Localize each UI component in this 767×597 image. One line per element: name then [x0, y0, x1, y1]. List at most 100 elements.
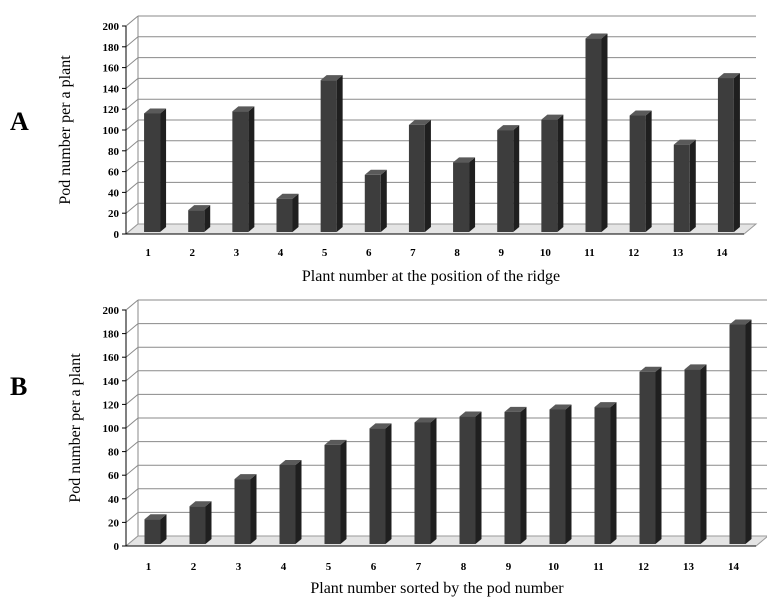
gridline-connector — [125, 488, 139, 500]
bar-front — [408, 124, 425, 232]
bar-front — [144, 519, 161, 544]
panel-letter: A — [10, 107, 29, 136]
bar — [232, 106, 255, 232]
bar-front — [639, 371, 656, 544]
bar-side — [204, 205, 211, 232]
bar-front — [189, 506, 206, 544]
bar-front — [497, 130, 514, 232]
bar — [673, 139, 696, 232]
bar-top — [279, 459, 302, 465]
y-tick-label: 100 — [103, 423, 120, 435]
bar-side — [520, 406, 527, 544]
bar-top — [594, 402, 617, 408]
gridline-connector — [125, 370, 139, 382]
bar-side — [380, 169, 387, 232]
bar — [504, 406, 527, 544]
y-tick-label: 200 — [103, 305, 120, 317]
gridline-connector — [125, 98, 139, 110]
gridline-connector — [125, 441, 139, 452]
bar-side — [160, 514, 167, 544]
bar — [639, 366, 662, 544]
chart-floor — [124, 535, 767, 547]
y-tick-label: 60 — [108, 470, 120, 482]
bar-top — [549, 404, 572, 410]
bar-side — [160, 108, 167, 232]
bar-top — [369, 423, 392, 429]
gridline-connector — [125, 512, 139, 523]
bar-top — [504, 406, 527, 412]
bar-front — [453, 162, 470, 232]
bar — [414, 417, 437, 544]
x-tick-label: 3 — [236, 561, 242, 573]
y-tick-label: 160 — [103, 63, 120, 75]
bar — [189, 501, 212, 544]
y-tick-label: 20 — [108, 517, 120, 529]
bar — [453, 157, 476, 232]
bar-top — [453, 157, 476, 163]
x-tick-label: 10 — [540, 247, 552, 259]
bar-front — [585, 38, 602, 233]
bar — [408, 119, 431, 232]
gridline-connector — [125, 464, 139, 476]
bar-top — [541, 114, 564, 120]
bar-front — [232, 111, 249, 232]
bar-side — [689, 139, 696, 232]
bar — [276, 193, 299, 232]
y-tick-label: 40 — [108, 187, 120, 199]
bar — [541, 114, 564, 232]
bar-side — [205, 501, 212, 544]
y-axis-title: Pod number per a plant — [67, 353, 84, 503]
x-tick-label: 6 — [366, 247, 372, 259]
bar-side — [745, 319, 752, 544]
y-tick-label: 100 — [103, 125, 120, 137]
x-tick-label: 8 — [461, 561, 467, 573]
bar-side — [601, 33, 608, 233]
bar-top — [232, 106, 255, 112]
x-axis-title: Plant number sorted by the pod number — [310, 580, 564, 597]
x-tick-label: 2 — [191, 561, 197, 573]
y-tick-label: 80 — [108, 146, 120, 158]
bar-top — [729, 319, 752, 325]
bar-top — [684, 364, 707, 370]
x-tick-label: 7 — [416, 561, 422, 573]
bar — [144, 108, 167, 232]
bar-side — [557, 114, 564, 232]
bar-front — [320, 80, 337, 232]
bar-top — [234, 474, 257, 480]
x-axis-title: Plant number at the position of the ridg… — [302, 268, 560, 285]
bar-side — [430, 417, 437, 544]
panel-letter: B — [10, 372, 27, 401]
bar — [364, 169, 387, 232]
x-tick-label: 13 — [683, 561, 695, 573]
bar-side — [475, 411, 482, 544]
bar-top — [639, 366, 662, 372]
bar-top — [629, 110, 652, 116]
bar — [459, 411, 482, 544]
bar-top — [189, 501, 212, 507]
x-tick-label: 12 — [628, 247, 640, 259]
x-tick-label: 14 — [728, 561, 740, 573]
bar-front — [279, 464, 296, 544]
x-tick-label: 1 — [146, 561, 152, 573]
x-tick-label: 2 — [189, 247, 195, 259]
bar — [585, 33, 608, 233]
bar — [629, 110, 652, 232]
bar-front — [414, 422, 431, 544]
gridline-connector — [125, 36, 139, 48]
x-tick-label: 11 — [593, 561, 603, 573]
bar-front — [684, 369, 701, 544]
gridline-connector — [125, 346, 139, 358]
bar-top — [673, 139, 696, 145]
chart-floor — [124, 223, 758, 235]
bar-front — [629, 115, 646, 232]
gridline-connector — [125, 57, 139, 68]
x-tick-label: 13 — [672, 247, 684, 259]
y-tick-label: 40 — [108, 494, 120, 506]
bar-top — [408, 119, 431, 125]
bar — [549, 404, 572, 544]
bar-front — [369, 428, 386, 544]
bar-top — [320, 75, 343, 81]
x-tick-label: 9 — [506, 561, 512, 573]
y-tick-label: 140 — [103, 83, 120, 95]
bar — [594, 402, 617, 544]
